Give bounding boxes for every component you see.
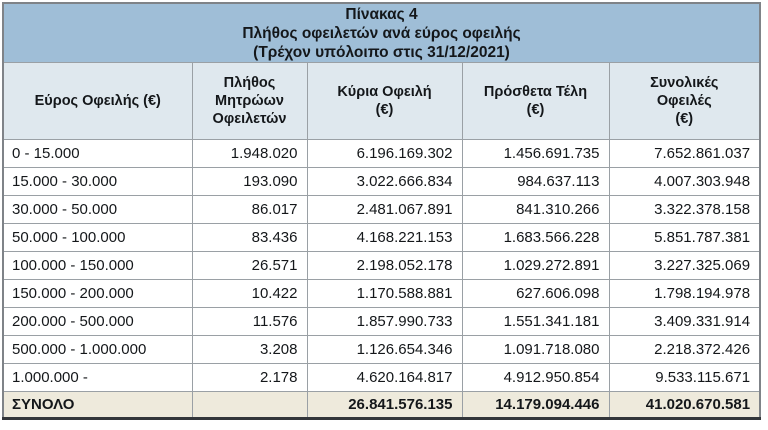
table-row: 150.000 - 200.000 10.422 1.170.588.881 6… — [2, 279, 761, 308]
debtor-count-cell: 193.090 — [191, 167, 308, 196]
principal-cell: 6.196.169.302 — [306, 139, 463, 168]
debt-range-cell: 200.000 - 500.000 — [2, 307, 193, 336]
debtor-count-cell: 86.017 — [191, 195, 308, 224]
principal-cell: 1.126.654.346 — [306, 335, 463, 364]
surcharges-cell: 1.091.718.080 — [461, 335, 610, 364]
principal-cell: 4.620.164.817 — [306, 363, 463, 392]
total-cell: 3.409.331.914 — [608, 307, 761, 336]
table-row: 30.000 - 50.000 86.017 2.481.067.891 841… — [2, 195, 761, 224]
surcharges-cell: 627.606.098 — [461, 279, 610, 308]
total-cell: 5.851.787.381 — [608, 223, 761, 252]
debt-range-cell: 50.000 - 100.000 — [2, 223, 193, 252]
debtor-count-cell: 11.576 — [191, 307, 308, 336]
total-cell: 7.652.861.037 — [608, 139, 761, 168]
table-row: 500.000 - 1.000.000 3.208 1.126.654.346 … — [2, 335, 761, 364]
table-row: 1.000.000 - 2.178 4.620.164.817 4.912.95… — [2, 363, 761, 392]
principal-cell: 2.481.067.891 — [306, 195, 463, 224]
column-header-surcharges: Πρόσθετα Τέλη (€) — [461, 62, 610, 140]
table-row: 0 - 15.000 1.948.020 6.196.169.302 1.456… — [2, 139, 761, 168]
debtor-count-cell: 2.178 — [191, 363, 308, 392]
total-count-empty-cell — [191, 391, 308, 419]
debtor-count-cell: 10.422 — [191, 279, 308, 308]
total-principal-cell: 26.841.576.135 — [306, 391, 463, 419]
principal-cell: 1.170.588.881 — [306, 279, 463, 308]
surcharges-cell: 984.637.113 — [461, 167, 610, 196]
surcharges-cell: 1.029.272.891 — [461, 251, 610, 280]
principal-cell: 2.198.052.178 — [306, 251, 463, 280]
total-cell: 1.798.194.978 — [608, 279, 761, 308]
total-cell: 4.007.303.948 — [608, 167, 761, 196]
debt-range-cell: 500.000 - 1.000.000 — [2, 335, 193, 364]
column-header-principal-debt: Κύρια Οφειλή (€) — [306, 62, 463, 140]
surcharges-cell: 4.912.950.854 — [461, 363, 610, 392]
total-cell: 3.322.378.158 — [608, 195, 761, 224]
table-row: 200.000 - 500.000 11.576 1.857.990.733 1… — [2, 307, 761, 336]
column-header-total-debt: Συνολικές Οφειλές (€) — [608, 62, 761, 140]
debtors-by-debt-range-table: Πίνακας 4 Πλήθος οφειλετών ανά εύρος οφε… — [2, 2, 762, 420]
table-row: 100.000 - 150.000 26.571 2.198.052.178 1… — [2, 251, 761, 280]
total-label: ΣΥΝΟΛΟ — [2, 391, 193, 419]
table-row: 50.000 - 100.000 83.436 4.168.221.153 1.… — [2, 223, 761, 252]
debtor-count-cell: 26.571 — [191, 251, 308, 280]
header-row: Εύρος Οφειλής (€) Πλήθος Μητρώων Οφειλετ… — [2, 62, 761, 140]
principal-cell: 3.022.666.834 — [306, 167, 463, 196]
total-total-cell: 41.020.670.581 — [608, 391, 761, 419]
debt-range-cell: 30.000 - 50.000 — [2, 195, 193, 224]
table-row: 15.000 - 30.000 193.090 3.022.666.834 98… — [2, 167, 761, 196]
debtor-count-cell: 3.208 — [191, 335, 308, 364]
debt-range-cell: 100.000 - 150.000 — [2, 251, 193, 280]
debt-range-cell: 1.000.000 - — [2, 363, 193, 392]
principal-cell: 1.857.990.733 — [306, 307, 463, 336]
total-cell: 2.218.372.426 — [608, 335, 761, 364]
title-row: Πίνακας 4 Πλήθος οφειλετών ανά εύρος οφε… — [2, 2, 761, 63]
total-row: ΣΥΝΟΛΟ 26.841.576.135 14.179.094.446 41.… — [2, 391, 761, 419]
surcharges-cell: 841.310.266 — [461, 195, 610, 224]
surcharges-cell: 1.683.566.228 — [461, 223, 610, 252]
debt-range-cell: 15.000 - 30.000 — [2, 167, 193, 196]
surcharges-cell: 1.456.691.735 — [461, 139, 610, 168]
debtor-count-cell: 1.948.020 — [191, 139, 308, 168]
principal-cell: 4.168.221.153 — [306, 223, 463, 252]
total-surcharges-cell: 14.179.094.446 — [461, 391, 610, 419]
debt-range-cell: 0 - 15.000 — [2, 139, 193, 168]
total-cell: 3.227.325.069 — [608, 251, 761, 280]
total-cell: 9.533.115.671 — [608, 363, 761, 392]
debt-range-cell: 150.000 - 200.000 — [2, 279, 193, 308]
surcharges-cell: 1.551.341.181 — [461, 307, 610, 336]
column-header-debt-range: Εύρος Οφειλής (€) — [2, 62, 193, 140]
table-title: Πίνακας 4 Πλήθος οφειλετών ανά εύρος οφε… — [2, 2, 761, 63]
column-header-debtor-count: Πλήθος Μητρώων Οφειλετών — [191, 62, 308, 140]
debtor-count-cell: 83.436 — [191, 223, 308, 252]
